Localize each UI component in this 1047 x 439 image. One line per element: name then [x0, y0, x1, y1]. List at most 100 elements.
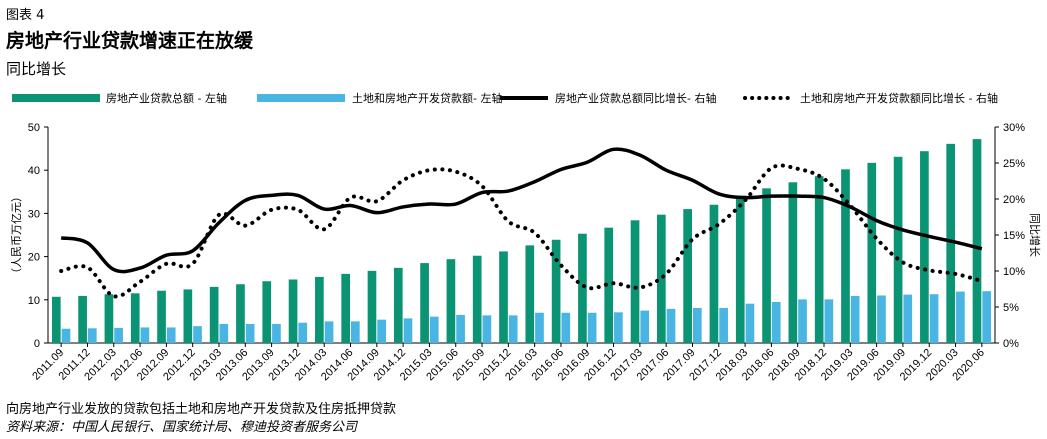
bar-total-loans	[367, 270, 377, 343]
bar-land-dev-loans	[219, 323, 229, 343]
bar-total-loans	[630, 220, 640, 343]
y-left-tick-label: 0	[34, 338, 40, 350]
bar-land-dev-loans	[140, 327, 150, 343]
bar-total-loans	[499, 251, 508, 343]
bar-land-dev-loans	[482, 315, 492, 343]
bar-land-dev-loans	[719, 308, 728, 343]
bar-land-dev-loans	[456, 314, 465, 343]
bar-land-dev-loans	[798, 299, 807, 343]
bar-total-loans	[341, 273, 351, 343]
y-left-tick-label: 30	[28, 208, 40, 220]
bar-land-dev-loans	[666, 308, 676, 343]
bar-total-loans	[157, 290, 166, 343]
figure-label: 图表 4	[6, 8, 45, 23]
bar-land-dev-loans	[903, 294, 913, 343]
bar-land-dev-loans	[87, 328, 97, 343]
legend-swatch-land-bar	[257, 94, 345, 102]
bar-land-dev-loans	[61, 328, 71, 343]
bar-total-loans	[236, 284, 245, 343]
bar-land-dev-loans	[824, 299, 834, 343]
plot-area: 010203040500%5%10%15%20%25%30%2011.09201…	[28, 122, 1025, 383]
bar-land-dev-loans	[351, 321, 360, 343]
y-axis-right-title: 同比增长	[1028, 213, 1042, 257]
legend-swatch-total-bar	[12, 94, 100, 102]
bar-land-dev-loans	[587, 312, 597, 343]
bar-land-dev-loans	[377, 319, 387, 343]
bar-land-dev-loans	[877, 295, 886, 343]
y-right-tick-label: 25%	[1003, 158, 1025, 170]
bar-total-loans	[78, 295, 87, 343]
chart-source: 资料来源：中国人民银行、国家统计局、穆迪投资者服务公司	[6, 420, 358, 435]
bar-land-dev-loans	[614, 312, 623, 343]
bar-total-loans	[420, 263, 429, 343]
series-total-growth-line	[60, 147, 983, 274]
bar-total-loans	[288, 279, 298, 343]
bar-total-loans	[604, 227, 614, 343]
bar-total-loans	[788, 182, 798, 343]
y-right-tick-label: 30%	[1003, 122, 1025, 134]
bar-land-dev-loans	[114, 327, 123, 343]
bar-total-loans	[551, 239, 561, 343]
bar-total-loans	[762, 188, 771, 343]
bar-land-dev-loans	[508, 315, 518, 343]
y-right-tick-label: 10%	[1003, 266, 1025, 278]
legend-label-total-bar: 房地产业贷款总额 - 左轴	[106, 91, 227, 105]
bar-total-loans	[393, 267, 403, 343]
y-right-tick-label: 20%	[1003, 194, 1025, 206]
bar-total-loans	[946, 143, 956, 343]
bar-total-loans	[814, 176, 824, 343]
bar-land-dev-loans	[324, 321, 334, 343]
bar-total-loans	[893, 156, 903, 343]
bar-land-dev-loans	[429, 316, 439, 343]
bar-total-loans	[656, 214, 666, 343]
bar-land-dev-loans	[245, 323, 255, 343]
bar-total-loans	[446, 259, 456, 343]
y-left-tick-label: 40	[28, 165, 40, 177]
bar-total-loans	[972, 139, 982, 343]
bar-land-dev-loans	[193, 326, 202, 343]
bar-land-dev-loans	[692, 308, 702, 343]
bar-land-dev-loans	[403, 318, 413, 343]
bar-land-dev-loans	[298, 322, 308, 343]
bar-land-dev-loans	[982, 291, 992, 343]
chart-subtitle: 同比增长	[6, 60, 67, 78]
bar-total-loans	[709, 204, 719, 343]
y-right-tick-label: 15%	[1003, 230, 1025, 242]
legend-label-land-bar: 土地和房地产开发贷款额- 左轴	[352, 91, 502, 105]
legend-label-total-line: 房地产业贷款总额同比增长- 右轴	[555, 91, 716, 105]
bar-land-dev-loans	[929, 294, 939, 343]
bar-total-loans	[104, 294, 114, 343]
bar-total-loans	[683, 209, 692, 343]
bar-total-loans	[920, 151, 929, 343]
y-axis-left-title: （人民币万亿元）	[10, 191, 23, 279]
bar-total-loans	[867, 162, 877, 343]
series-land-growth-dotted	[59, 163, 984, 299]
bar-total-loans	[472, 255, 482, 343]
bar-land-dev-loans	[771, 301, 781, 343]
bar-total-loans	[525, 245, 535, 343]
legend-label-land-dotted: 土地和房地产开发贷款额同比增长 - 右轴	[800, 91, 998, 105]
legend: 房地产业贷款总额 - 左轴 土地和房地产开发贷款额- 左轴 房地产业贷款总额同比…	[12, 91, 998, 105]
bar-total-loans	[735, 196, 745, 343]
y-right-tick-label: 0%	[1003, 338, 1019, 350]
y-left-tick-label: 10	[28, 295, 40, 307]
bar-land-dev-loans	[166, 327, 176, 343]
chart-title: 房地产行业贷款增速正在放缓	[6, 30, 254, 52]
y-left-tick-label: 20	[28, 252, 40, 264]
bar-land-dev-loans	[535, 312, 544, 343]
bar-land-dev-loans	[850, 295, 860, 343]
y-right-tick-label: 5%	[1003, 302, 1019, 314]
bar-land-dev-loans	[745, 303, 755, 343]
bar-land-dev-loans	[956, 291, 965, 343]
bar-total-loans	[209, 286, 219, 343]
chart-note: 向房地产行业发放的贷款包括土地和房地产开发贷款及住房抵押贷款	[6, 402, 397, 417]
bar-total-loans	[315, 276, 324, 343]
bar-total-loans	[51, 296, 61, 343]
y-left-tick-label: 50	[28, 122, 40, 134]
bar-total-loans	[841, 169, 850, 343]
bar-total-loans	[578, 233, 587, 343]
bar-total-loans	[130, 293, 140, 343]
bar-total-loans	[183, 289, 193, 343]
bar-land-dev-loans	[561, 312, 571, 343]
